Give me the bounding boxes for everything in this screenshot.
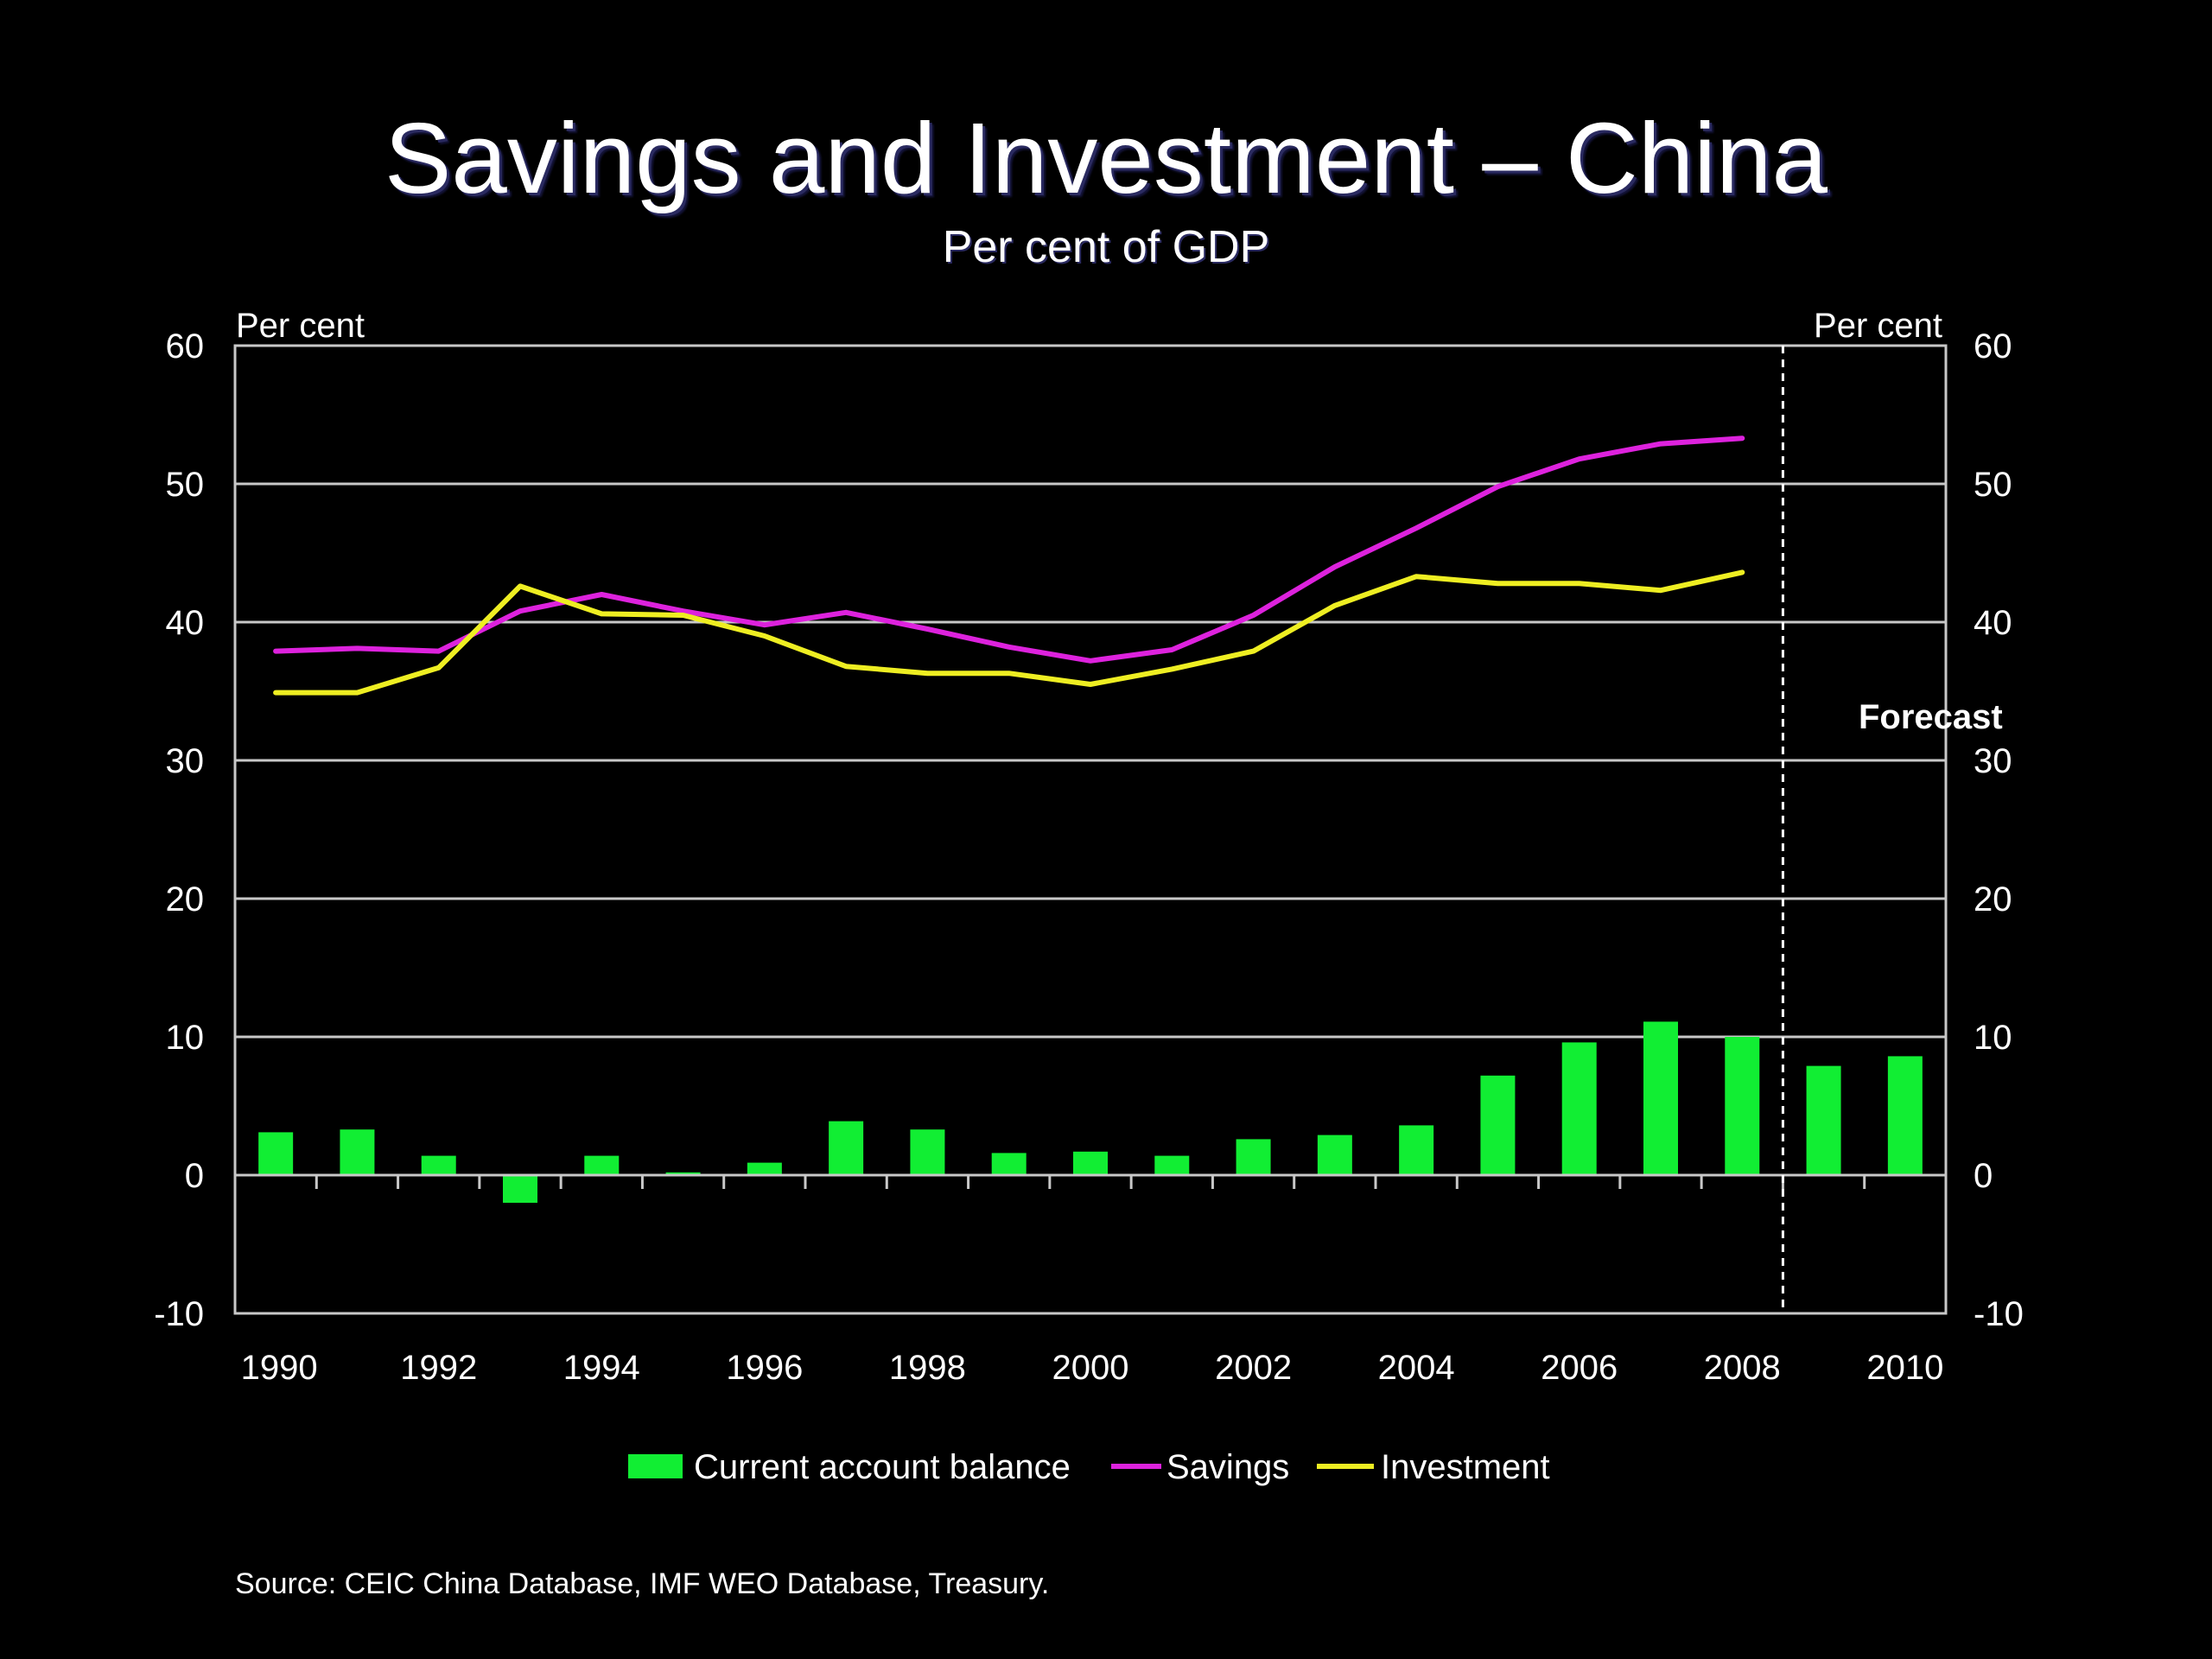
x-tick-label: 2006 [1541, 1349, 1618, 1387]
current-account-bar [584, 1155, 620, 1175]
current-account-bar [1480, 1075, 1516, 1175]
current-account-bar [910, 1129, 945, 1175]
investment-line [273, 569, 1745, 696]
y-tick-label-left: 50 [166, 466, 205, 504]
legend-label-investment: Investment [1381, 1448, 1550, 1486]
y-tick-label-left: 30 [166, 742, 205, 780]
x-tick-label: 1994 [563, 1349, 640, 1387]
y-tick-label-left: -10 [154, 1295, 204, 1333]
current-account-bar [829, 1121, 864, 1175]
y-tick-label-right: 0 [1974, 1157, 1993, 1195]
axis-labels: Per cent Per cent Forecast [236, 307, 2003, 736]
current-account-bar [1236, 1139, 1271, 1175]
gridlines [235, 482, 1946, 1039]
current-account-bar [991, 1153, 1027, 1175]
y-tick-label-right: 40 [1974, 604, 2012, 642]
y-tick-label-right: 30 [1974, 742, 2012, 780]
x-tick-label: 1998 [889, 1349, 966, 1387]
x-tick-label: 1990 [241, 1349, 318, 1387]
current-account-bar [665, 1172, 701, 1175]
y-tick-label-right: 60 [1974, 327, 2012, 365]
current-account-bar [340, 1129, 375, 1175]
axes: -10 -10 0 0 10 10 20 20 30 30 40 40 50 50 60 60 1990 1992… [154, 327, 2024, 1387]
current-account-bar [503, 1175, 537, 1203]
x-tick-label: 1992 [400, 1349, 477, 1387]
x-tick-label: 2000 [1052, 1349, 1129, 1387]
source-note: Source: CEIC China Database, IMF WEO Dat… [235, 1567, 1050, 1600]
current-account-bar [747, 1162, 782, 1175]
y-tick-label-left: 60 [166, 327, 205, 365]
y-tick-label-right: -10 [1974, 1295, 2024, 1333]
y-tick-label-right: 10 [1974, 1019, 2012, 1057]
y-axis-unit-left: Per cent [236, 307, 365, 345]
legend-label-current-account: Current account balance [694, 1448, 1071, 1486]
current-account-bar [1399, 1125, 1434, 1175]
legend-swatch-current-account [628, 1454, 683, 1478]
current-account-bar [1887, 1056, 1923, 1175]
x-tick-label: 2002 [1215, 1349, 1292, 1387]
series-lines [273, 435, 1745, 696]
legend: Current account balance Savings Investme… [628, 1448, 1550, 1486]
chart-subtitle: Per cent of GDP [942, 222, 1270, 272]
y-tick-label-left: 20 [166, 880, 205, 918]
chart-title: Savings and Investment – China [384, 102, 1828, 214]
y-tick-label-right: 50 [1974, 466, 2012, 504]
y-tick-label-left: 0 [185, 1157, 204, 1195]
current-account-bar [1317, 1135, 1352, 1175]
current-account-bar [1561, 1042, 1597, 1175]
x-tick-label: 1996 [726, 1349, 803, 1387]
x-tick-label: 2004 [1378, 1349, 1455, 1387]
current-account-bar [1073, 1151, 1108, 1175]
current-account-bar [1806, 1065, 1841, 1175]
forecast-label: Forecast [1859, 698, 2003, 736]
current-account-bar [1725, 1037, 1760, 1175]
y-tick-label-left: 40 [166, 604, 205, 642]
current-account-bar [258, 1132, 294, 1175]
y-axis-unit-right: Per cent [1814, 307, 1942, 345]
savings-line [273, 435, 1745, 664]
current-account-bar [1154, 1155, 1190, 1175]
current-account-bar [1643, 1021, 1678, 1175]
current-account-bars [258, 1021, 1923, 1203]
x-tick-label: 2008 [1704, 1349, 1781, 1387]
y-tick-label-right: 20 [1974, 880, 2012, 918]
current-account-bar [421, 1155, 456, 1175]
plot-frame [233, 344, 1948, 1315]
y-tick-label-left: 10 [166, 1019, 205, 1057]
x-tick-label: 2010 [1866, 1349, 1943, 1387]
legend-label-savings: Savings [1166, 1448, 1289, 1486]
